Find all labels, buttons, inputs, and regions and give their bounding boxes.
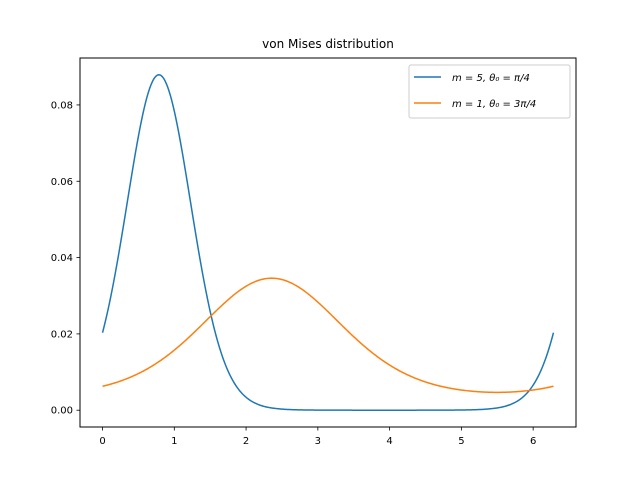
chart-title: von Mises distribution (262, 37, 394, 51)
y-tick-label: 0.08 (51, 100, 73, 111)
legend-label-series-1: m = 1, θ₀ = 3π/4 (452, 99, 536, 110)
y-tick-label: 0.02 (51, 329, 73, 340)
line-series-1 (102, 277, 554, 394)
x-axis: 0 1 2 3 4 5 6 (99, 427, 536, 447)
x-tick-label: 4 (386, 436, 392, 447)
axes-frame (79, 57, 577, 428)
y-tick-label: 0.06 (51, 177, 73, 188)
y-tick-label: 0.04 (51, 253, 73, 264)
x-tick-label: 0 (99, 436, 105, 447)
x-tick-label: 2 (243, 436, 249, 447)
legend-label-series-0: m = 5, θ₀ = π/4 (452, 73, 530, 84)
plot-area (79, 57, 577, 428)
data-curves (101, 74, 555, 411)
line-series-0 (101, 74, 555, 411)
y-axis: 0.00 0.02 0.04 0.06 0.08 (51, 100, 80, 417)
x-tick-label: 1 (171, 436, 177, 447)
x-tick-label: 5 (458, 436, 464, 447)
legend: m = 5, θ₀ = π/4 m = 1, θ₀ = 3π/4 (408, 64, 571, 119)
y-tick-label: 0.00 (51, 406, 73, 417)
legend-box (408, 64, 571, 119)
x-tick-label: 6 (530, 436, 536, 447)
x-tick-label: 3 (315, 436, 321, 447)
